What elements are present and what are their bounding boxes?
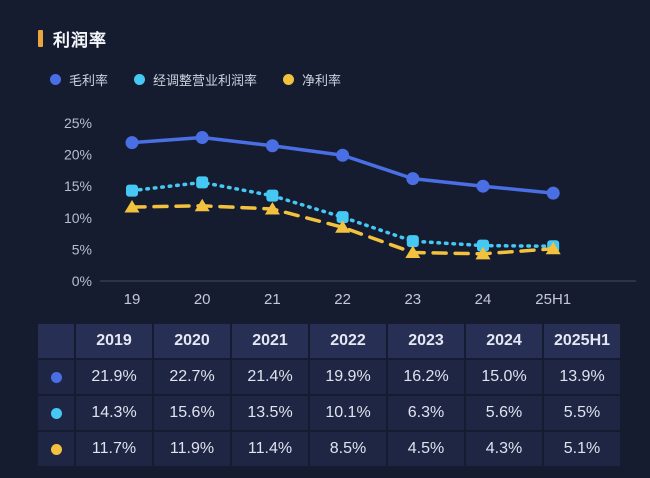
legend-dot-icon [134,74,146,85]
table-cell: 22.7% [154,360,230,394]
data-point-marker [126,184,138,197]
table-cell: 21.4% [232,360,308,394]
series-dot-cell [38,360,74,394]
x-axis-tick: 24 [475,291,492,308]
data-point-marker [266,189,279,202]
legend-item-adjusted-operating-margin[interactable]: 经调整营业利润率 [134,70,257,89]
table-cell: 15.6% [154,396,230,430]
legend-dot-icon [283,74,295,85]
table-cell: 10.1% [310,396,386,430]
series-dot-cell [38,432,74,466]
series-dot-icon [50,443,62,455]
profit-margin-line-chart: 25% 20% 15% 10% 5% 0% 19 20 21 22 23 24 25H1 [64,115,636,308]
table-cell: 11.7% [76,432,152,466]
legend-item-net-margin[interactable]: 净利率 [283,70,341,89]
x-axis-tick: 25H1 [535,291,571,308]
table-header: 2023 [388,324,464,358]
data-point-marker [476,179,490,193]
table-cell: 13.9% [544,360,620,394]
data-point-marker [336,211,349,224]
table-header: 2020 [154,324,230,358]
data-point-marker [124,200,140,213]
table-cell: 5.6% [466,396,542,430]
table-cell: 5.5% [544,396,620,430]
data-point-marker [335,220,351,233]
x-axis-tick: 21 [264,291,281,308]
table-cell: 11.9% [154,432,230,466]
y-axis-tick: 5% [72,241,92,257]
data-point-marker [265,139,279,153]
data-point-marker [336,148,350,162]
table-header: 2022 [310,324,386,358]
data-point-marker [125,136,139,150]
data-point-marker [546,186,560,200]
x-axis-tick: 23 [404,291,421,308]
table-cell: 16.2% [388,360,464,394]
x-axis-tick: 19 [124,291,141,308]
data-point-marker [194,198,210,212]
table-header: 2021 [232,324,308,358]
title-accent-bar-icon [38,30,43,47]
y-axis-tick: 15% [64,178,92,194]
table-cell: 14.3% [76,396,152,430]
table-corner-cell [38,324,74,358]
legend-label: 毛利率 [69,73,109,88]
table-cell: 8.5% [310,432,386,466]
table-header: 2025H1 [544,324,620,358]
x-axis-tick: 22 [334,291,351,308]
table-cell: 13.5% [232,396,308,430]
table-header: 2024 [466,324,542,358]
y-axis-tick: 0% [72,273,92,289]
y-axis-tick: 20% [64,147,92,163]
data-point-marker [477,239,489,252]
section-title: 利润率 [38,26,107,51]
legend-item-gross-margin[interactable]: 毛利率 [50,70,108,89]
legend-label: 净利率 [302,73,342,88]
profit-margin-table: 2019 2020 2021 2022 2023 2024 2025H1 21.… [38,324,620,466]
y-axis-tick: 25% [64,115,92,131]
data-point-marker [406,172,420,186]
x-axis-tick: 20 [194,291,211,308]
legend-label: 经调整营业利润率 [153,73,258,88]
data-point-marker [195,131,209,145]
page-title: 利润率 [53,31,107,50]
series-dot-icon [50,407,62,419]
data-point-marker [405,245,421,259]
data-point-marker [264,201,280,215]
chart-legend: 毛利率 经调整营业利润率 净利率 [50,70,341,89]
table-cell: 15.0% [466,360,542,394]
data-point-marker [196,176,209,189]
data-point-marker [545,241,561,255]
table-cell: 11.4% [232,432,308,466]
table-cell: 5.1% [544,432,620,466]
y-axis-tick: 10% [64,210,92,226]
table-cell: 4.5% [388,432,464,466]
series-dot-icon [50,371,62,383]
table-cell: 6.3% [388,396,464,430]
table-cell: 19.9% [310,360,386,394]
series-dot-cell [38,396,74,430]
table-cell: 21.9% [76,360,152,394]
data-point-marker [406,235,419,248]
series-line-0 [130,135,555,195]
table-header: 2019 [76,324,152,358]
table-cell: 4.3% [466,432,542,466]
data-point-marker [475,246,491,260]
legend-dot-icon [50,74,61,85]
